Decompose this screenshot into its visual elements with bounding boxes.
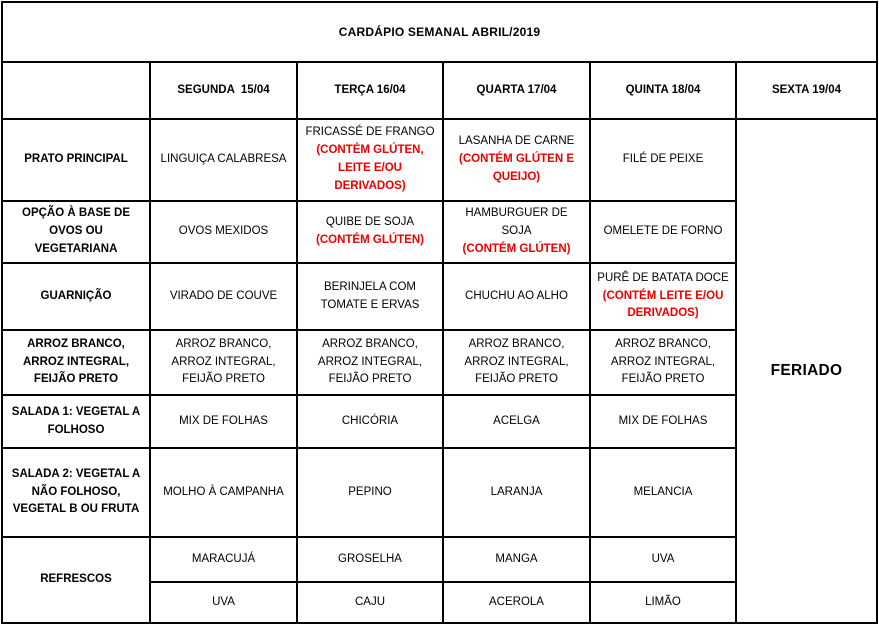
allergen-note: (CONTÉM LEITE E/OU DERIVADOS)	[602, 289, 724, 320]
row-label-refrescos: REFRESCOS	[1, 536, 151, 624]
dish-name: LINGUIÇA CALABRESA	[160, 153, 287, 166]
table-row: OPÇÃO À BASE DE OVOS OU VEGETARIANA OVOS…	[1, 200, 877, 264]
menu-cell: MIX DE FOLHAS	[589, 394, 737, 449]
dish-name: ACELGA	[493, 414, 540, 427]
drink-name: MANGA	[495, 552, 538, 565]
drink-name: LIMÃO	[645, 595, 681, 608]
dish-name: FILÉ DE PEIXE	[622, 153, 704, 166]
dish-name: LASANHA DE CARNE	[458, 135, 575, 148]
menu-cell: ARROZ BRANCO, ARROZ INTEGRAL, FEIJÃO PRE…	[296, 329, 444, 396]
menu-cell: HAMBURGUER DE SOJA (CONTÉM GLÚTEN)	[442, 200, 591, 264]
dish-name: FRICASSÉ DE FRANGO	[305, 126, 435, 139]
menu-cell: CAJU	[296, 581, 444, 624]
menu-cell: PEPINO	[296, 447, 444, 538]
dish-name: OVOS MEXIDOS	[178, 225, 269, 238]
dish-name: MIX DE FOLHAS	[179, 414, 268, 427]
dish-name: MOLHO À CAMPANHA	[163, 485, 284, 498]
table-row: SALADA 1: VEGETAL A FOLHOSO MIX DE FOLHA…	[1, 394, 877, 449]
menu-cell: MIX DE FOLHAS	[149, 394, 298, 449]
menu-cell: BERINJELA COM TOMATE E ERVAS	[296, 262, 444, 331]
day-header-thursday: QUINTA 18/04	[589, 61, 737, 120]
dish-name: ARROZ BRANCO, ARROZ INTEGRAL, FEIJÃO PRE…	[171, 337, 276, 386]
dish-name: BERINJELA COM TOMATE E ERVAS	[320, 280, 420, 311]
menu-cell: CHICÓRIA	[296, 394, 444, 449]
dish-name: VIRADO DE COUVE	[169, 289, 278, 302]
menu-cell: MELANCIA	[589, 447, 737, 538]
drink-name: ACEROLA	[489, 595, 544, 608]
table-row: REFRESCOS MARACUJÁ GROSELHA MANGA UVA	[1, 536, 877, 624]
menu-cell: FILÉ DE PEIXE	[589, 118, 737, 202]
dish-name: ARROZ BRANCO, ARROZ INTEGRAL, FEIJÃO PRE…	[610, 337, 716, 386]
allergen-note: (CONTÉM GLÚTEN E QUEIJO)	[459, 153, 574, 183]
menu-cell: CHUCHU AO ALHO	[442, 262, 591, 331]
allergen-note: (CONTÉM GLÚTEN)	[462, 242, 571, 255]
day-header-tuesday: TERÇA 16/04	[296, 61, 444, 120]
dish-name: OMELETE DE FORNO	[603, 225, 723, 238]
table-row: UVA CAJU ACEROLA LIMÃO	[2, 581, 877, 624]
menu-cell: UVA	[149, 581, 298, 624]
row-label-salada-2: SALADA 2: VEGETAL A NÃO FOLHOSO, VEGETAL…	[1, 447, 151, 538]
row-label-prato-principal: PRATO PRINCIPAL	[1, 118, 151, 202]
drink-name: CAJU	[354, 595, 386, 608]
day-header-friday: SEXTA 19/04	[735, 61, 878, 120]
menu-cell: GROSELHA	[296, 536, 444, 583]
menu-cell: VIRADO DE COUVE	[149, 262, 298, 331]
holiday-cell: FERIADO	[735, 118, 878, 624]
dish-name: MELANCIA	[633, 485, 693, 498]
table-row: PRATO PRINCIPAL LINGUIÇA CALABRESA FRICA…	[1, 118, 878, 624]
dish-name: HAMBURGUER DE SOJA	[465, 207, 568, 238]
allergen-note: (CONTÉM GLÚTEN)	[316, 234, 424, 246]
allergen-note: (CONTÉM GLÚTEN, LEITE E/OU DERIVADOS)	[316, 144, 424, 192]
dish-name: ARROZ BRANCO, ARROZ INTEGRAL, FEIJÃO PRE…	[464, 337, 569, 386]
header-row: SEGUNDA 15/04 TERÇA 16/04 QUARTA 17/04 Q…	[1, 61, 878, 120]
dish-name: LARANJA	[490, 485, 543, 498]
menu-cell: ACEROLA	[442, 581, 591, 624]
menu-cell: LINGUIÇA CALABRESA	[149, 118, 298, 202]
table-row: SALADA 2: VEGETAL A NÃO FOLHOSO, VEGETAL…	[1, 447, 877, 538]
corner-cell	[1, 61, 151, 120]
menu-cell: MOLHO À CAMPANHA	[149, 447, 298, 538]
menu-cell: UVA	[589, 536, 737, 583]
menu-cell: ARROZ BRANCO, ARROZ INTEGRAL, FEIJÃO PRE…	[149, 329, 298, 396]
row-label-salada-1: SALADA 1: VEGETAL A FOLHOSO	[1, 394, 151, 449]
menu-cell: LASANHA DE CARNE (CONTÉM GLÚTEN E QUEIJO…	[442, 118, 591, 202]
row-label-opcao-vegetariana: OPÇÃO À BASE DE OVOS OU VEGETARIANA	[1, 200, 151, 264]
drink-name: UVA	[212, 595, 235, 608]
drink-name: UVA	[651, 552, 675, 565]
day-header-monday: SEGUNDA 15/04	[149, 61, 298, 120]
table-row: GUARNIÇÃO VIRADO DE COUVE BERINJELA COM …	[1, 262, 877, 331]
dish-name: CHUCHU AO ALHO	[465, 289, 568, 302]
page-title: CARDÁPIO SEMANAL ABRIL/2019	[1, 1, 878, 63]
menu-cell: LIMÃO	[589, 581, 737, 624]
day-header-wednesday: QUARTA 17/04	[442, 61, 591, 120]
table-row: ARROZ BRANCO, ARROZ INTEGRAL, FEIJÃO PRE…	[1, 329, 877, 396]
menu-cell: ACELGA	[442, 394, 591, 449]
row-label-arroz-feijao: ARROZ BRANCO, ARROZ INTEGRAL, FEIJÃO PRE…	[1, 329, 151, 396]
menu-cell: OVOS MEXIDOS	[149, 200, 298, 264]
row-label-guarnicao: GUARNIÇÃO	[1, 262, 151, 331]
dish-name: QUIBE DE SOJA	[325, 216, 415, 229]
dish-name: PEPINO	[348, 485, 392, 498]
menu-cell: PURÊ DE BATATA DOCE (CONTÉM LEITE E/OU D…	[589, 262, 737, 331]
dish-name: CHICÓRIA	[341, 414, 399, 427]
dish-name: ARROZ BRANCO, ARROZ INTEGRAL, FEIJÃO PRE…	[317, 337, 423, 386]
dish-name: PURÊ DE BATATA DOCE	[597, 271, 729, 284]
menu-cell: QUIBE DE SOJA (CONTÉM GLÚTEN)	[296, 200, 444, 264]
menu-cell: FRICASSÉ DE FRANGO (CONTÉM GLÚTEN, LEITE…	[296, 118, 444, 202]
menu-cell: LARANJA	[442, 447, 591, 538]
menu-cell: ARROZ BRANCO, ARROZ INTEGRAL, FEIJÃO PRE…	[442, 329, 591, 396]
dish-name: MIX DE FOLHAS	[618, 414, 708, 427]
drink-name: GROSELHA	[338, 552, 402, 565]
menu-cell: OMELETE DE FORNO	[589, 200, 737, 264]
menu-cell: MANGA	[442, 536, 591, 583]
menu-cell: MARACUJÁ	[149, 536, 298, 583]
drink-name: MARACUJÁ	[191, 552, 256, 565]
menu-cell: ARROZ BRANCO, ARROZ INTEGRAL, FEIJÃO PRE…	[589, 329, 737, 396]
title-row: CARDÁPIO SEMANAL ABRIL/2019	[1, 1, 878, 63]
